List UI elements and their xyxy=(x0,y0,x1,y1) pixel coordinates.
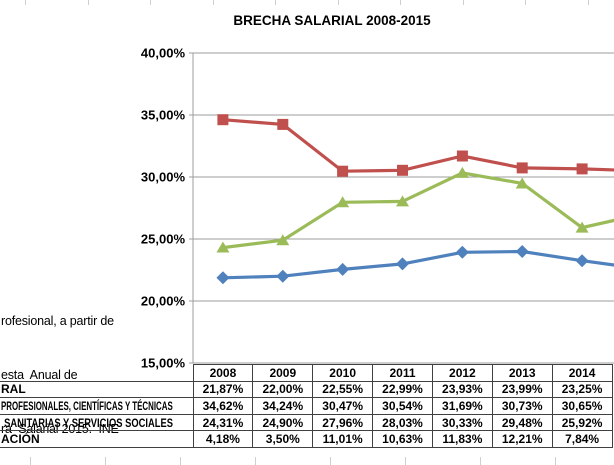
table-header-row: 2008 2009 2010 2011 2012 2013 2014 xyxy=(0,364,613,382)
sheet-gridline-tick xyxy=(255,457,256,465)
table-row: ACIÓN 4,18% 3,50% 11,01% 10,63% 11,83% 1… xyxy=(0,430,613,448)
value-cell[interactable]: 11,01% xyxy=(312,430,374,448)
sheet-gridline-tick xyxy=(400,0,401,5)
value-cell[interactable]: 23,25% xyxy=(551,380,613,399)
value-cell[interactable]: 30,65% xyxy=(551,397,613,415)
sheet-gridline-tick xyxy=(480,457,481,465)
year-header-cell[interactable]: 2010 xyxy=(312,364,374,382)
value-cell[interactable]: 4,18% xyxy=(192,430,254,448)
data-table: 2008 2009 2010 2011 2012 2013 2014 RAL 2… xyxy=(0,364,613,448)
value-cell[interactable]: 23,93% xyxy=(431,380,493,399)
sheet-gridline-tick xyxy=(180,457,181,465)
value-cell[interactable]: 34,24% xyxy=(252,397,314,415)
y-axis-tick-label: 40,00% xyxy=(140,45,185,61)
row-label[interactable]: RAL xyxy=(0,380,194,399)
value-cell[interactable]: 27,96% xyxy=(312,413,374,432)
row-label[interactable]: PROFESIONALES, CIENTÍFICAS Y TÉCNICAS xyxy=(0,397,194,415)
value-cell[interactable]: 30,47% xyxy=(312,397,374,415)
value-cell[interactable]: 29,48% xyxy=(491,413,553,432)
value-cell[interactable]: 22,99% xyxy=(372,380,433,399)
year-header-cell[interactable]: 2014 xyxy=(551,364,613,382)
plot-area xyxy=(189,52,614,364)
value-cell[interactable]: 12,21% xyxy=(491,430,553,448)
embedded-chart[interactable]: BRECHA SALARIAL 2008-2015 40,00% 35,00% 30… xyxy=(0,0,614,371)
value-cell[interactable]: 28,03% xyxy=(372,413,433,432)
year-header-cell[interactable]: 2008 xyxy=(192,364,254,382)
sheet-gridline-tick xyxy=(555,457,556,465)
y-axis-tick-label: 25,00% xyxy=(140,231,185,247)
value-cell[interactable]: 23,99% xyxy=(491,380,553,399)
value-cell[interactable]: 30,33% xyxy=(431,413,493,432)
value-cell[interactable]: 30,73% xyxy=(491,397,553,415)
table-row: RAL 21,87% 22,00% 22,55% 22,99% 23,93% 2… xyxy=(0,380,613,399)
value-cell[interactable]: 24,90% xyxy=(252,413,314,432)
value-cell[interactable]: 11,83% xyxy=(431,430,493,448)
year-header-cell[interactable]: 2012 xyxy=(431,364,493,382)
sheet-gridline-tick xyxy=(213,0,214,5)
sheet-gridline-tick xyxy=(405,457,406,465)
y-axis-tick-label: 20,00% xyxy=(140,293,185,309)
value-cell[interactable]: 21,87% xyxy=(192,380,254,399)
sheet-gridline-tick xyxy=(338,0,339,5)
year-header-cell[interactable]: 2009 xyxy=(252,364,314,382)
sheet-gridline-tick xyxy=(88,0,89,5)
sheet-gridline-tick xyxy=(463,0,464,5)
value-cell[interactable]: 22,55% xyxy=(312,380,374,399)
sheet-gridline-tick xyxy=(150,0,151,5)
table-row: SANITARIAS Y SERVICIOS SOCIALES 24,31% 2… xyxy=(0,413,613,432)
sheet-gridline-tick xyxy=(330,457,331,465)
sheet-gridline-tick xyxy=(525,0,526,5)
year-header-cell[interactable]: 2011 xyxy=(372,364,433,382)
sheet-gridline-tick xyxy=(588,0,589,5)
sheet-gridline-tick xyxy=(105,457,106,465)
value-cell[interactable]: 22,00% xyxy=(252,380,314,399)
row-label[interactable]: SANITARIAS Y SERVICIOS SOCIALES xyxy=(0,413,194,432)
sheet-gridline-tick xyxy=(30,457,31,465)
value-cell[interactable]: 3,50% xyxy=(252,430,314,448)
table-corner-cell xyxy=(0,364,194,382)
y-axis-tick-label: 30,00% xyxy=(140,169,185,185)
row-label[interactable]: ACIÓN xyxy=(0,430,194,448)
sheet-gridline-tick xyxy=(25,0,26,5)
y-axis-tick-label: 35,00% xyxy=(140,107,185,123)
value-cell[interactable]: 24,31% xyxy=(192,413,254,432)
value-cell[interactable]: 30,54% xyxy=(372,397,433,415)
table-row: PROFESIONALES, CIENTÍFICAS Y TÉCNICAS 34… xyxy=(0,397,613,415)
value-cell[interactable]: 25,92% xyxy=(551,413,613,432)
source-note-line: rofesional, a partir de xyxy=(1,314,114,328)
value-cell[interactable]: 7,84% xyxy=(551,430,613,448)
year-header-cell[interactable]: 2013 xyxy=(491,364,553,382)
value-cell[interactable]: 10,63% xyxy=(372,430,433,448)
sheet-gridline-tick xyxy=(275,0,276,5)
chart-title: BRECHA SALARIAL 2008-2015 xyxy=(233,13,431,28)
value-cell[interactable]: 34,62% xyxy=(192,397,254,415)
value-cell[interactable]: 31,69% xyxy=(431,397,493,415)
